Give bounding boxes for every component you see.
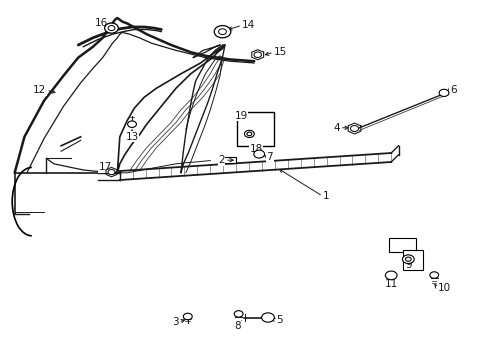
Bar (237, 112, 273, 146)
Text: 2: 2 (218, 155, 224, 165)
Text: 14: 14 (242, 20, 255, 30)
Circle shape (218, 29, 226, 35)
Circle shape (253, 150, 264, 158)
Text: 4: 4 (332, 123, 339, 133)
Text: 7: 7 (266, 152, 273, 162)
Text: 18: 18 (249, 144, 263, 154)
Circle shape (402, 255, 413, 264)
Bar (217, 157, 236, 163)
Text: 9: 9 (404, 260, 411, 270)
Circle shape (108, 26, 115, 31)
Text: 10: 10 (437, 283, 450, 293)
Circle shape (214, 26, 230, 38)
Text: 12: 12 (33, 85, 46, 95)
Bar (388, 238, 415, 252)
Circle shape (104, 23, 118, 33)
Circle shape (253, 52, 261, 58)
Text: 3: 3 (171, 317, 178, 327)
Circle shape (405, 257, 410, 261)
Circle shape (438, 89, 448, 96)
Circle shape (350, 126, 358, 131)
Bar (403, 250, 422, 270)
Text: 6: 6 (449, 85, 456, 95)
Text: 19: 19 (234, 111, 247, 121)
Text: 8: 8 (233, 321, 240, 331)
Text: 5: 5 (276, 315, 283, 325)
Text: 13: 13 (125, 132, 139, 142)
Text: 17: 17 (98, 162, 112, 172)
Circle shape (261, 313, 274, 322)
Text: 15: 15 (273, 47, 286, 57)
Text: 16: 16 (94, 18, 107, 28)
Circle shape (108, 170, 115, 175)
Circle shape (183, 313, 192, 320)
Text: 11: 11 (384, 279, 397, 289)
Text: 1: 1 (322, 191, 329, 201)
Circle shape (246, 132, 251, 136)
Circle shape (244, 130, 254, 138)
Circle shape (234, 311, 243, 317)
Circle shape (385, 271, 396, 280)
Circle shape (429, 272, 438, 278)
Circle shape (127, 121, 136, 127)
